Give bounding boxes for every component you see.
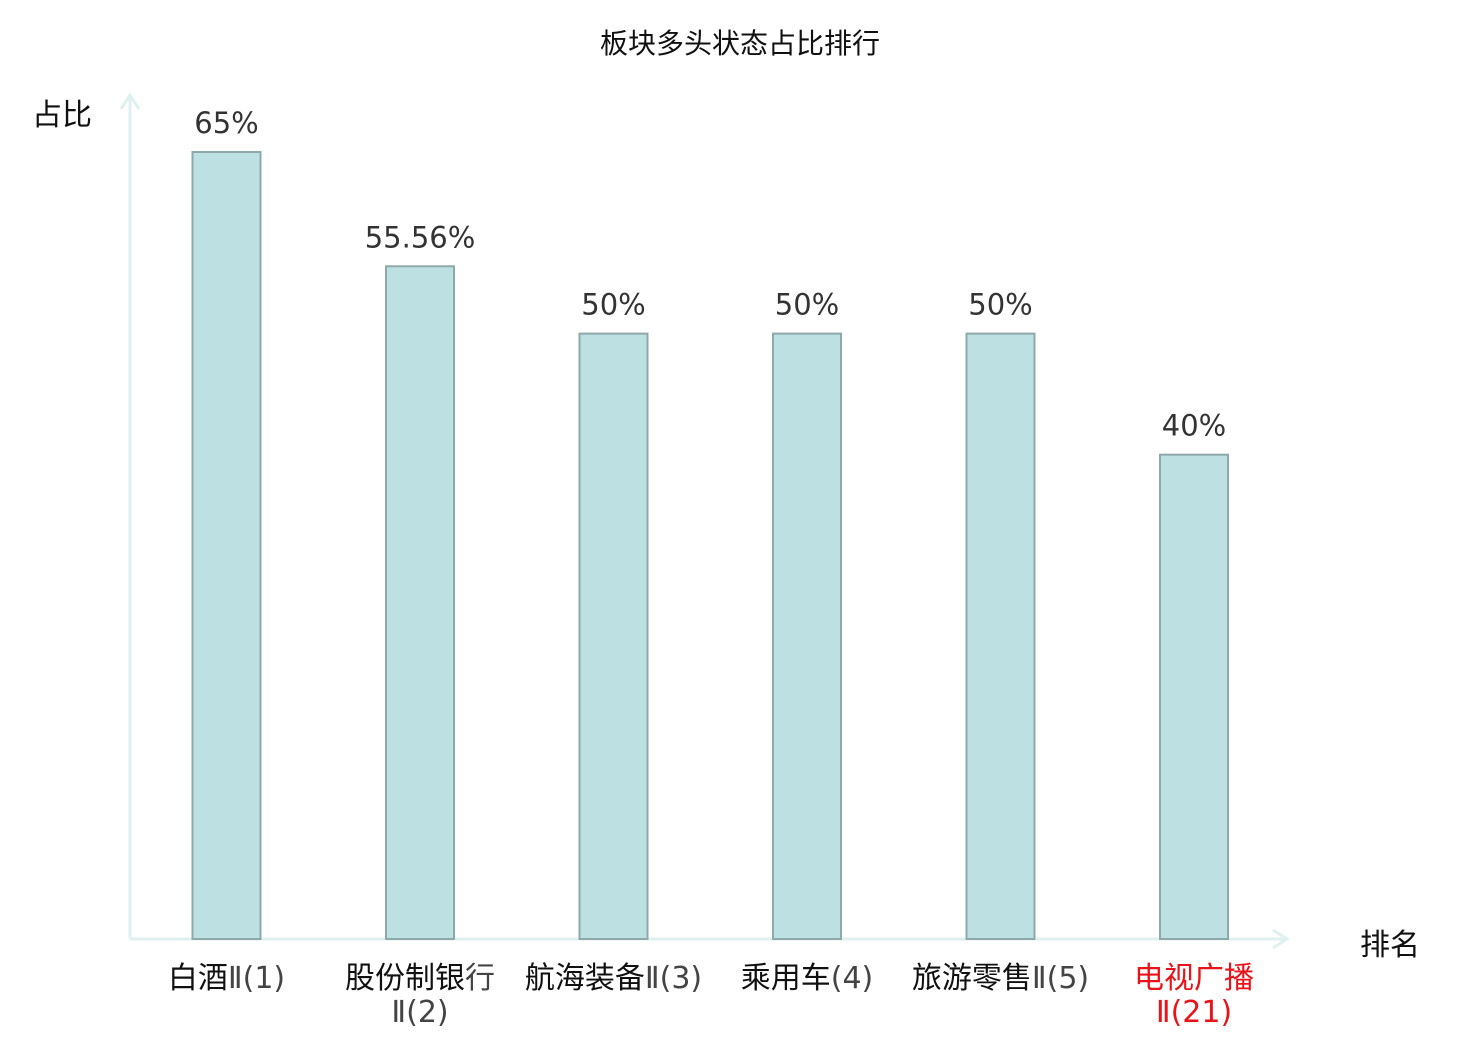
bar (191, 151, 262, 940)
x-tick-label-name: 旅游零售 (911, 961, 1032, 996)
chart-title: 板块多头状态占比排行 (599, 27, 880, 60)
y-axis-label: 占比 (32, 98, 92, 133)
x-tick-label-rank: 行Ⅱ(2) (391, 961, 495, 1030)
x-tick-label: 白酒Ⅱ(1) (132, 962, 322, 996)
y-axis-arrow (119, 92, 141, 110)
x-tick-label-rank: (4) (830, 961, 874, 996)
bar (772, 332, 842, 941)
data-label: 40% (1162, 409, 1226, 443)
x-tick-label-rank: Ⅱ(3) (644, 961, 703, 996)
value-labels: 65% 55.56% 50% 50% 50% 40% (194, 106, 1226, 443)
bar (385, 265, 455, 940)
data-label: 55.56% (365, 220, 476, 254)
data-label: 50% (581, 288, 645, 322)
x-tick-label: 旅游零售Ⅱ(5) (906, 962, 1096, 996)
x-tick-label-rank: Ⅱ(1) (227, 961, 286, 996)
data-label: 65% (194, 106, 258, 140)
x-tick-label-rank: Ⅱ(21) (1155, 995, 1233, 1030)
x-tick-label-name: 白酒 (167, 961, 228, 996)
x-tick-label-rank: Ⅱ(5) (1031, 961, 1090, 996)
bar (1159, 453, 1229, 940)
bar (965, 332, 1036, 941)
data-label: 50% (775, 288, 839, 322)
bars (191, 151, 1229, 941)
x-tick-label-name: 电视广播 (1134, 961, 1254, 996)
x-tick-label: 股份制银行Ⅱ(2) (325, 962, 515, 1030)
x-axis-label: 排名 (1360, 928, 1420, 963)
x-tick-label-name: 航海装备 (524, 961, 645, 996)
data-label: 50% (968, 288, 1032, 322)
x-tick-label-name: 股份制银 (345, 961, 465, 996)
x-axis-arrow (1272, 928, 1290, 950)
x-tick-label-name: 乘用车 (740, 961, 831, 996)
bar (578, 332, 649, 941)
x-tick-label: 乘用车(4) (712, 962, 902, 996)
axes (119, 92, 1290, 950)
x-tick-label: 航海装备Ⅱ(3) (519, 962, 709, 996)
x-tick-label: 电视广播Ⅱ(21) (1099, 962, 1289, 1030)
